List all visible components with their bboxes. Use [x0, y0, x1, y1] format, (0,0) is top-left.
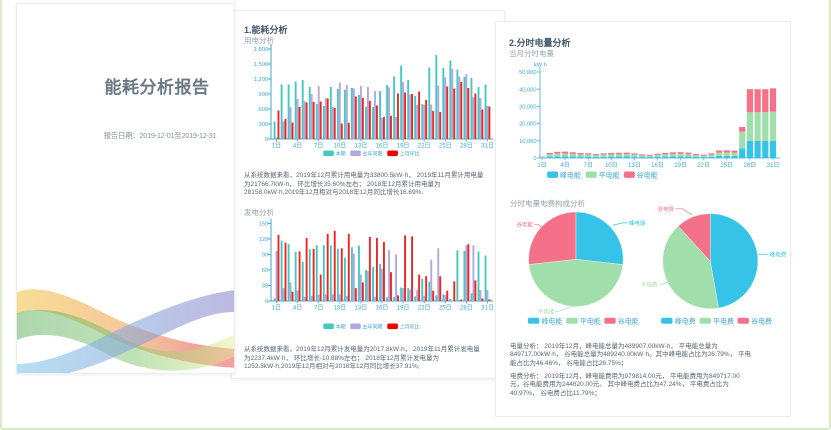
svg-text:22日: 22日: [418, 143, 431, 150]
svg-text:16日: 16日: [651, 162, 664, 169]
svg-text:25日: 25日: [720, 162, 733, 169]
svg-text:0: 0: [533, 156, 536, 162]
svg-text:90: 90: [262, 253, 268, 259]
svg-text:1日: 1日: [537, 162, 546, 169]
svg-text:4日: 4日: [293, 143, 302, 150]
svg-text:120: 120: [259, 237, 269, 243]
svg-text:30: 30: [262, 284, 268, 290]
svg-text:150: 150: [259, 222, 269, 228]
svg-text:上月环比: 上月环比: [400, 150, 420, 157]
svg-text:7日: 7日: [314, 305, 323, 312]
svg-text:谷电能: 谷电能: [618, 316, 639, 325]
svg-text:平电费: 平电费: [641, 280, 658, 288]
svg-text:7日: 7日: [314, 143, 323, 150]
svg-text:本期: 本期: [336, 323, 346, 330]
svg-text:60: 60: [262, 268, 268, 274]
svg-text:900: 900: [259, 92, 269, 98]
svg-text:25日: 25日: [439, 305, 452, 312]
svg-text:7日: 7日: [584, 162, 593, 169]
svg-text:峰电能: 峰电能: [629, 219, 646, 227]
svg-text:28日: 28日: [460, 305, 473, 312]
svg-text:平电能: 平电能: [599, 170, 620, 179]
svg-text:28日: 28日: [744, 162, 757, 169]
svg-text:1,800: 1,800: [254, 47, 269, 53]
svg-text:谷电费: 谷电费: [751, 316, 772, 325]
svg-text:19日: 19日: [397, 305, 410, 312]
svg-text:4日: 4日: [560, 162, 569, 169]
svg-text:600: 600: [259, 107, 269, 113]
svg-text:去年同期: 去年同期: [363, 323, 383, 330]
svg-text:10日: 10日: [605, 162, 618, 169]
svg-text:16日: 16日: [376, 143, 389, 150]
svg-text:31日: 31日: [767, 162, 780, 169]
svg-text:300: 300: [259, 122, 269, 128]
svg-text:峰电能: 峰电能: [560, 170, 581, 179]
svg-text:峰电费: 峰电费: [675, 316, 696, 325]
svg-text:13日: 13日: [628, 162, 641, 169]
svg-text:10日: 10日: [333, 305, 346, 312]
svg-text:19日: 19日: [674, 162, 687, 169]
svg-text:谷电能: 谷电能: [637, 170, 658, 179]
svg-text:本期: 本期: [336, 150, 346, 157]
svg-text:16日: 16日: [376, 305, 389, 312]
svg-text:平电能: 平电能: [580, 316, 601, 325]
svg-text:平电费: 平电费: [713, 316, 734, 325]
svg-text:1日: 1日: [272, 143, 281, 150]
svg-text:平电能: 平电能: [538, 308, 555, 316]
svg-text:19日: 19日: [397, 143, 410, 150]
svg-text:峰电费: 峰电费: [770, 251, 787, 259]
svg-text:50,000: 50,000: [519, 70, 536, 76]
svg-text:谷电能: 谷电能: [516, 220, 533, 228]
svg-text:去年同期: 去年同期: [363, 150, 383, 157]
svg-text:4日: 4日: [293, 305, 302, 312]
svg-text:上月环比: 上月环比: [400, 323, 420, 330]
svg-text:25日: 25日: [439, 143, 452, 150]
svg-text:30,000: 30,000: [519, 105, 536, 111]
svg-text:kW·h: kW·h: [534, 63, 547, 69]
svg-text:10,000: 10,000: [519, 139, 536, 145]
svg-text:22日: 22日: [418, 305, 431, 312]
svg-text:谷电费: 谷电费: [658, 205, 675, 213]
svg-text:10日: 10日: [333, 143, 346, 150]
svg-text:31日: 31日: [481, 143, 494, 150]
svg-text:31日: 31日: [481, 305, 494, 312]
svg-text:13日: 13日: [355, 143, 368, 150]
svg-text:0: 0: [265, 137, 268, 143]
svg-text:1,200: 1,200: [254, 77, 269, 83]
svg-text:1日: 1日: [272, 305, 281, 312]
svg-text:13日: 13日: [355, 305, 368, 312]
svg-text:0: 0: [265, 299, 268, 305]
svg-text:22日: 22日: [697, 162, 710, 169]
svg-text:峰电能: 峰电能: [541, 316, 562, 325]
svg-text:1,500: 1,500: [254, 62, 269, 68]
svg-text:28日: 28日: [460, 143, 473, 150]
svg-text:40,000: 40,000: [519, 87, 536, 93]
svg-text:20,000: 20,000: [519, 122, 536, 128]
